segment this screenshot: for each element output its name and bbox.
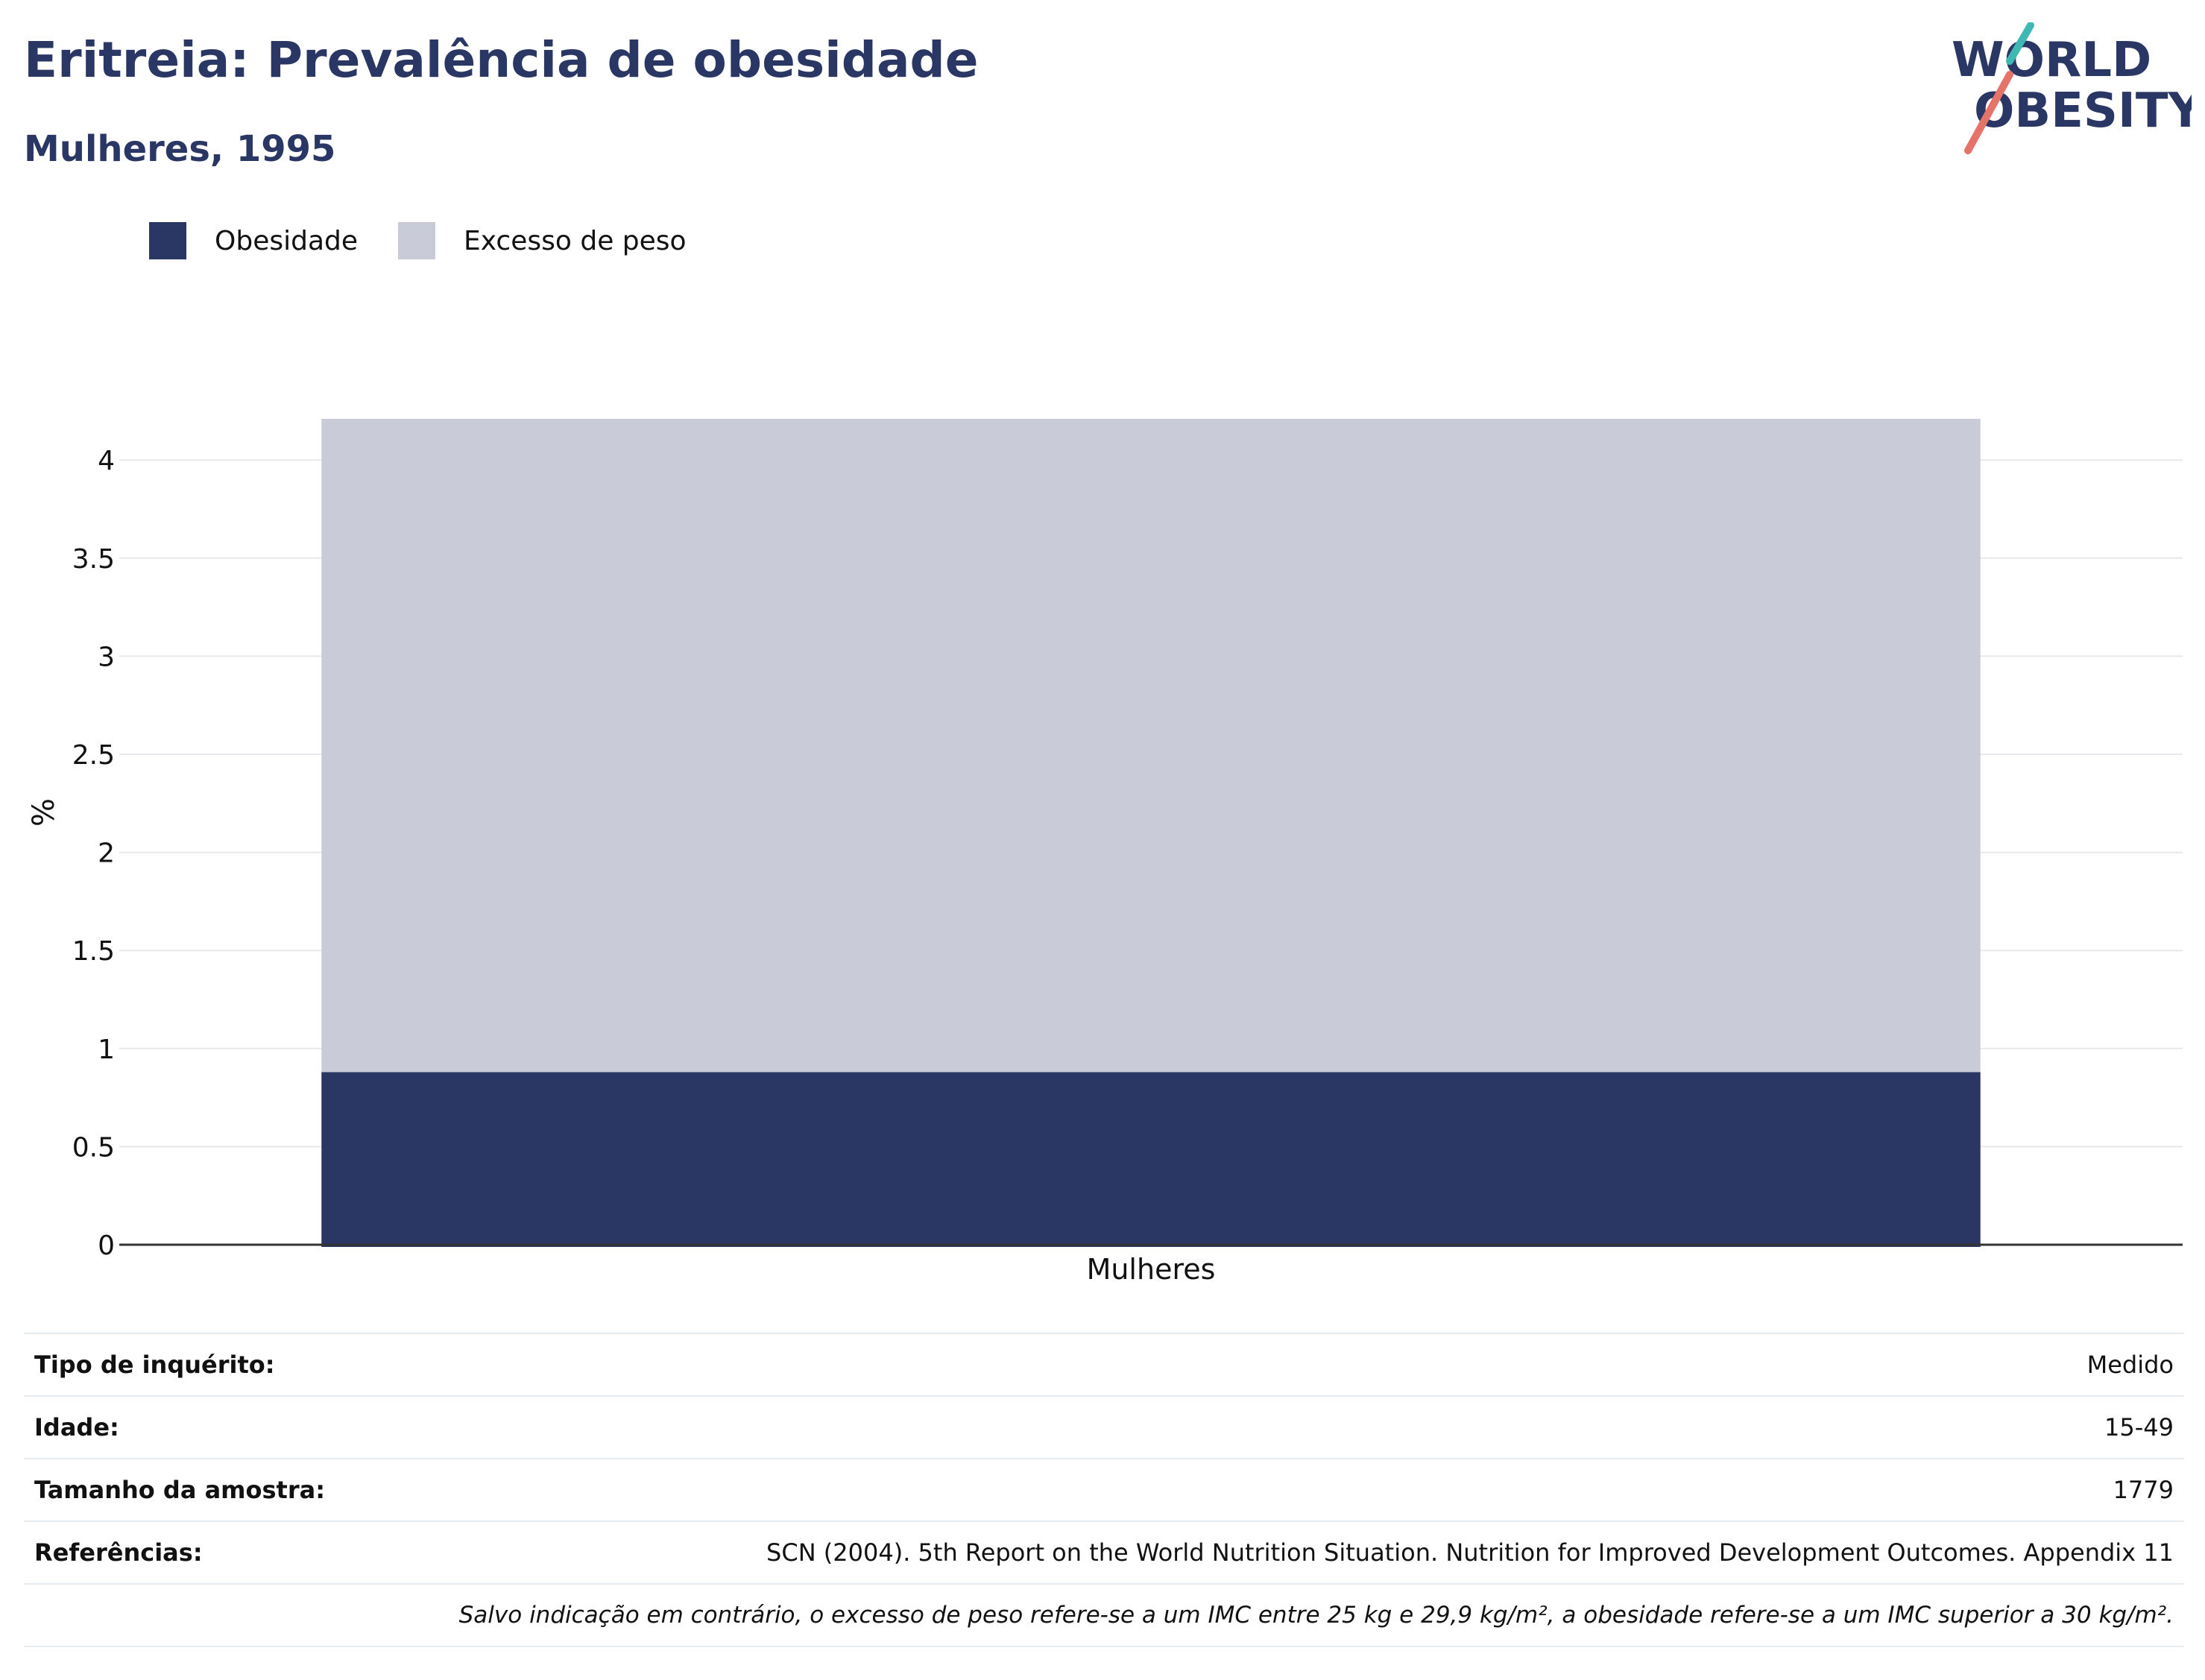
y-axis-label: % bbox=[27, 798, 61, 827]
y-tick-label: 1.5 bbox=[72, 936, 115, 967]
bar-obesidade bbox=[321, 1072, 1981, 1247]
logo-text-world: WORLD bbox=[1952, 33, 2151, 88]
table-row: Salvo indicação em contrário, o excesso … bbox=[24, 1583, 2184, 1647]
survey-info-table: Tipo de inquérito: Medido Idade: 15-49 T… bbox=[24, 1333, 2184, 1647]
y-tick-label: 0 bbox=[98, 1231, 115, 1261]
legend-swatch-excesso-de-peso bbox=[398, 222, 436, 259]
logo-slash-teal bbox=[2006, 22, 2034, 65]
info-label-sample-size: Tamanho da amostra: bbox=[24, 1458, 411, 1521]
x-tick-label: Mulheres bbox=[1087, 1253, 1216, 1286]
chart-legend: Obesidade Excesso de peso bbox=[149, 221, 727, 261]
legend-item-excesso-de-peso[interactable]: Excesso de peso bbox=[398, 222, 687, 259]
page-subtitle: Mulheres, 1995 bbox=[24, 128, 336, 170]
legend-item-obesidade[interactable]: Obesidade bbox=[149, 222, 358, 259]
y-tick-label: 0.5 bbox=[72, 1132, 115, 1163]
y-tick-label: 1 bbox=[98, 1035, 115, 1065]
y-tick-label: 4 bbox=[98, 446, 115, 476]
legend-swatch-obesidade bbox=[149, 222, 186, 259]
logo-text-obesity: OBESITY bbox=[1974, 83, 2192, 139]
table-row: Referências: SCN (2004). 5th Report on t… bbox=[24, 1520, 2184, 1584]
info-value-survey-type: Medido bbox=[411, 1333, 2184, 1396]
table-row: Idade: 15-49 bbox=[24, 1395, 2184, 1459]
info-value-age: 15-49 bbox=[411, 1395, 2184, 1459]
table-row: Tipo de inquérito: Medido bbox=[24, 1333, 2184, 1396]
bar-excesso-de-peso bbox=[321, 418, 1981, 1073]
info-value-sample-size: 1779 bbox=[411, 1458, 2184, 1521]
info-label-references: Referências: bbox=[24, 1520, 411, 1584]
y-tick-label: 3 bbox=[98, 642, 115, 672]
y-tick-label: 2.5 bbox=[72, 740, 115, 771]
info-value-references: SCN (2004). 5th Report on the World Nutr… bbox=[411, 1520, 2184, 1584]
y-tick-label: 3.5 bbox=[72, 544, 115, 575]
footnote: Salvo indicação em contrário, o excesso … bbox=[24, 1583, 2184, 1647]
logo-slash-coral bbox=[1964, 71, 2013, 154]
bar-chart: 0 0.5 1 1.5 2 2.5 3 3.5 4 Mulheres% bbox=[27, 418, 2183, 1286]
world-obesity-logo: WORLD OBESITY bbox=[1952, 22, 2192, 154]
legend-label-obesidade: Obesidade bbox=[215, 225, 359, 256]
info-label-survey-type: Tipo de inquérito: bbox=[24, 1333, 411, 1396]
legend-label-excesso-de-peso: Excesso de peso bbox=[464, 225, 687, 256]
y-tick-label: 2 bbox=[98, 839, 115, 869]
page-title: Eritreia: Prevalência de obesidade bbox=[24, 31, 979, 89]
table-row: Tamanho da amostra: 1779 bbox=[24, 1458, 2184, 1521]
info-label-age: Idade: bbox=[24, 1395, 411, 1459]
